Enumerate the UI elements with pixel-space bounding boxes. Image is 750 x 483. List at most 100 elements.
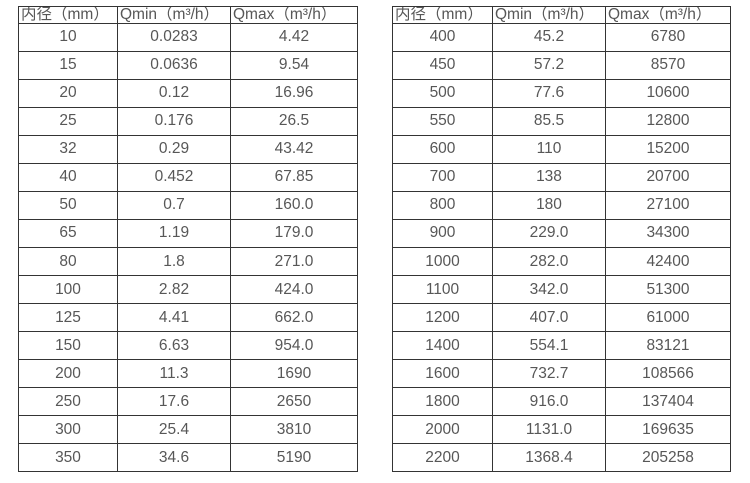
table-cell: 27100 bbox=[605, 190, 731, 220]
table-cell: 1100 bbox=[392, 274, 493, 304]
table-cell: 25 bbox=[18, 106, 118, 136]
table-cell: 0.0636 bbox=[117, 50, 231, 80]
column-header: 内径（mm） bbox=[392, 6, 493, 24]
table-cell: 700 bbox=[392, 162, 493, 192]
table-cell: 424.0 bbox=[230, 274, 358, 304]
table-row: 1400 554.1 83121 bbox=[392, 330, 731, 360]
table-cell: 40 bbox=[18, 162, 118, 192]
table-cell: 50 bbox=[18, 190, 118, 220]
table-cell: 916.0 bbox=[492, 386, 606, 416]
table-row: 32 0.29 43.42 bbox=[18, 134, 358, 164]
table-cell: 500 bbox=[392, 78, 493, 108]
column-header: 内径（mm） bbox=[18, 6, 118, 24]
table-cell: 85.5 bbox=[492, 106, 606, 136]
table-cell: 300 bbox=[18, 414, 118, 444]
table-row: 800 180 27100 bbox=[392, 190, 731, 220]
table-cell: 1.8 bbox=[117, 246, 231, 276]
table-cell: 16.96 bbox=[230, 78, 358, 108]
table-cell: 0.176 bbox=[117, 106, 231, 136]
table-cell: 12800 bbox=[605, 106, 731, 136]
table-cell: 732.7 bbox=[492, 358, 606, 388]
table-cell: 800 bbox=[392, 190, 493, 220]
table-cell: 100 bbox=[18, 274, 118, 304]
table-cell: 20 bbox=[18, 78, 118, 108]
table-cell: 0.0283 bbox=[117, 22, 231, 52]
column-header: Qmin（m³/h） bbox=[117, 6, 231, 24]
table-cell: 450 bbox=[392, 50, 493, 80]
table-cell: 1000 bbox=[392, 246, 493, 276]
column-header: Qmin（m³/h） bbox=[492, 6, 606, 24]
table-cell: 138 bbox=[492, 162, 606, 192]
table-row: 150 6.63 954.0 bbox=[18, 330, 358, 360]
table-cell: 1.19 bbox=[117, 218, 231, 248]
table-cell: 25.4 bbox=[117, 414, 231, 444]
table-cell: 1368.4 bbox=[492, 442, 606, 473]
table-row: 2000 1131.0 169635 bbox=[392, 414, 731, 444]
table-cell: 350 bbox=[18, 442, 118, 473]
table-cell: 179.0 bbox=[230, 218, 358, 248]
table-cell: 51300 bbox=[605, 274, 731, 304]
table-row: 50 0.7 160.0 bbox=[18, 190, 358, 220]
table-cell: 80 bbox=[18, 246, 118, 276]
table-row: 700 138 20700 bbox=[392, 162, 731, 192]
table-header-row: 内径（mm） Qmin（m³/h） Qmax（m³/h） bbox=[18, 6, 358, 24]
table-cell: 282.0 bbox=[492, 246, 606, 276]
column-header: Qmax（m³/h） bbox=[230, 6, 358, 24]
table-row: 450 57.2 8570 bbox=[392, 50, 731, 80]
table-row: 900 229.0 34300 bbox=[392, 218, 731, 248]
table-row: 300 25.4 3810 bbox=[18, 414, 358, 444]
table-row: 80 1.8 271.0 bbox=[18, 246, 358, 276]
table-row: 25 0.176 26.5 bbox=[18, 106, 358, 136]
table-cell: 554.1 bbox=[492, 330, 606, 360]
table-cell: 20700 bbox=[605, 162, 731, 192]
table-row: 125 4.41 662.0 bbox=[18, 302, 358, 332]
table-row: 600 110 15200 bbox=[392, 134, 731, 164]
table-row: 400 45.2 6780 bbox=[392, 22, 731, 52]
flow-table-large-diameters: 内径（mm） Qmin（m³/h） Qmax（m³/h） 400 45.2 6780 450… bbox=[392, 6, 731, 473]
table-row: 1100 342.0 51300 bbox=[392, 274, 731, 304]
table-cell: 5190 bbox=[230, 442, 358, 473]
table-row: 1200 407.0 61000 bbox=[392, 302, 731, 332]
table-cell: 34300 bbox=[605, 218, 731, 248]
table-cell: 229.0 bbox=[492, 218, 606, 248]
table-cell: 4.41 bbox=[117, 302, 231, 332]
table-cell: 57.2 bbox=[492, 50, 606, 80]
table-cell: 2.82 bbox=[117, 274, 231, 304]
table-cell: 15200 bbox=[605, 134, 731, 164]
table-cell: 9.54 bbox=[230, 50, 358, 80]
table-row: 20 0.12 16.96 bbox=[18, 78, 358, 108]
table-cell: 4.42 bbox=[230, 22, 358, 52]
table-cell: 3810 bbox=[230, 414, 358, 444]
table-row: 15 0.0636 9.54 bbox=[18, 50, 358, 80]
table-cell: 160.0 bbox=[230, 190, 358, 220]
table-cell: 407.0 bbox=[492, 302, 606, 332]
table-cell: 11.3 bbox=[117, 358, 231, 388]
table-cell: 0.29 bbox=[117, 134, 231, 164]
table-cell: 150 bbox=[18, 330, 118, 360]
table-row: 500 77.6 10600 bbox=[392, 78, 731, 108]
table-cell: 34.6 bbox=[117, 442, 231, 473]
table-cell: 110 bbox=[492, 134, 606, 164]
table-cell: 250 bbox=[18, 386, 118, 416]
table-cell: 1131.0 bbox=[492, 414, 606, 444]
table-cell: 6780 bbox=[605, 22, 731, 52]
table-cell: 0.12 bbox=[117, 78, 231, 108]
table-cell: 6.63 bbox=[117, 330, 231, 360]
table-row: 1600 732.7 108566 bbox=[392, 358, 731, 388]
table-row: 100 2.82 424.0 bbox=[18, 274, 358, 304]
table-cell: 2000 bbox=[392, 414, 493, 444]
table-row: 65 1.19 179.0 bbox=[18, 218, 358, 248]
table-cell: 342.0 bbox=[492, 274, 606, 304]
table-row: 40 0.452 67.85 bbox=[18, 162, 358, 192]
table-cell: 15 bbox=[18, 50, 118, 80]
table-cell: 400 bbox=[392, 22, 493, 52]
column-header: Qmax（m³/h） bbox=[605, 6, 731, 24]
table-cell: 205258 bbox=[605, 442, 731, 473]
table-row: 1800 916.0 137404 bbox=[392, 386, 731, 416]
table-cell: 954.0 bbox=[230, 330, 358, 360]
table-row: 200 11.3 1690 bbox=[18, 358, 358, 388]
table-cell: 45.2 bbox=[492, 22, 606, 52]
flow-table-small-diameters: 内径（mm） Qmin（m³/h） Qmax（m³/h） 10 0.0283 4.42 15… bbox=[18, 6, 358, 473]
table-cell: 26.5 bbox=[230, 106, 358, 136]
